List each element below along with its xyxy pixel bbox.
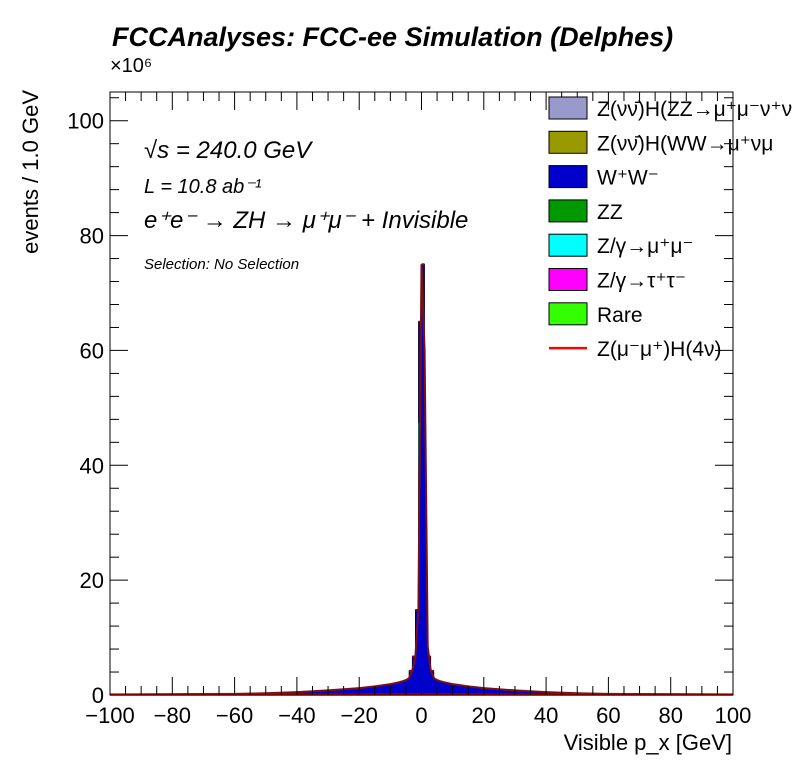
x-tick-label: 40 <box>534 703 558 728</box>
legend-label: Z(νν̄)H(ZZ→μ⁺μ⁻ν⁺ν <box>597 98 792 121</box>
x-tick-label: −40 <box>278 703 315 728</box>
y-tick-label: 0 <box>92 683 104 708</box>
envelope-layer <box>109 264 734 696</box>
x-tick-label: 100 <box>715 703 752 728</box>
x-tick-label: 80 <box>658 703 682 728</box>
envelope-outline <box>109 264 734 696</box>
y-tick-label: 100 <box>67 109 104 134</box>
y-axis-title: events / 1.0 GeV <box>18 90 43 254</box>
x-axis-title: Visible p_x [GeV] <box>564 730 732 755</box>
legend-label: Z(μ⁻μ⁺)H(4ν) <box>597 338 722 361</box>
y-tick-label: 40 <box>80 453 104 478</box>
legend-swatch <box>548 302 588 326</box>
legend-swatch <box>548 233 588 257</box>
selection-label: Selection: No Selection <box>144 256 299 273</box>
legend-label: W⁺W⁻ <box>597 167 659 190</box>
legend-swatch <box>548 165 588 189</box>
y-tick-label: 20 <box>80 568 104 593</box>
y-tick-label: 60 <box>80 338 104 363</box>
envelope-fill <box>110 264 733 695</box>
legend-label: Z/γ→τ⁺τ⁻ <box>597 270 686 293</box>
legend-swatch <box>548 130 588 154</box>
y-tick-label: 80 <box>80 224 104 249</box>
legend-swatch <box>548 268 588 291</box>
legend: Z(νν̄)H(ZZ→μ⁺μ⁻ν⁺ν Z(νν̄)H(WW→μ⁺νμ W⁺W⁻ ZZ Z… <box>548 96 792 361</box>
x-tick-label: −100 <box>85 703 135 728</box>
x-tick-label: 0 <box>415 703 427 728</box>
legend-label: Z(νν̄)H(WW→μ⁺νμ <box>597 132 773 155</box>
x-tick-label: −80 <box>154 703 191 728</box>
x-tick-label: 20 <box>472 703 496 728</box>
lumi-label: L = 10.8 ab⁻¹ <box>144 176 262 198</box>
sqrt-s-label: √s = 240.0 GeV <box>144 137 313 164</box>
legend-label: Rare <box>597 304 643 327</box>
chart-title: FCCAnalyses: FCC-ee Simulation (Delphes) <box>112 22 673 52</box>
process-label: e⁺e⁻ → ZH → μ⁺μ⁻ + Invisible <box>144 207 468 234</box>
x-tick-label: −60 <box>216 703 253 728</box>
x-tick-label: 60 <box>596 703 620 728</box>
legend-label: Z/γ→μ⁺μ⁻ <box>597 235 694 258</box>
legend-label: ZZ <box>597 201 623 224</box>
x-tick-label: −20 <box>341 703 378 728</box>
legend-swatch <box>548 96 588 120</box>
y-exponent-label: ×10⁶ <box>110 55 152 77</box>
legend-swatch <box>548 199 588 223</box>
